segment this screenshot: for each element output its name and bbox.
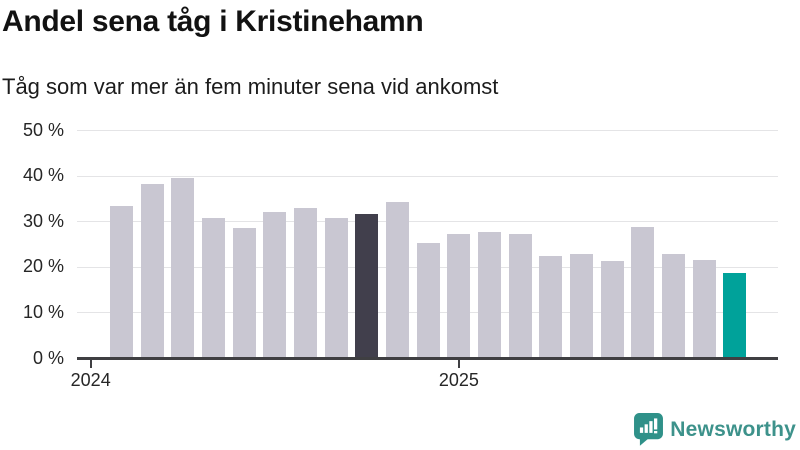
y-axis-label: 50 % (22, 119, 64, 140)
bar (201, 217, 225, 359)
bar (662, 253, 686, 359)
bar (508, 234, 532, 359)
y-axis-label: 20 % (22, 256, 64, 277)
bar (631, 226, 655, 359)
gridline (77, 221, 778, 223)
bar (109, 206, 133, 359)
bar (692, 260, 716, 359)
gridline (77, 130, 778, 131)
bar (140, 183, 164, 359)
newsworthy-logo-icon (634, 413, 664, 446)
bar (723, 272, 747, 359)
bar (478, 232, 502, 359)
chart-title: Andel sena tåg i Kristinehamn (2, 5, 424, 38)
bar (171, 177, 195, 359)
bar (386, 201, 409, 359)
bar (293, 207, 317, 359)
gridline (77, 175, 778, 177)
bar (232, 228, 256, 359)
y-axis-label: 30 % (22, 210, 64, 231)
bar (324, 218, 348, 359)
x-axis-label: 2024 (70, 369, 111, 390)
y-axis-label: 10 % (22, 301, 64, 322)
bar (539, 255, 563, 359)
newsworthy-logo: Newsworthy (634, 413, 796, 446)
y-axis-label: 40 % (22, 165, 64, 186)
chart-subtitle: Tåg som var mer än fem minuter sena vid … (2, 74, 499, 99)
y-axis-label: 0 % (32, 347, 64, 368)
x-axis-tick (457, 359, 460, 368)
x-axis-line (77, 356, 778, 360)
bar (355, 213, 379, 359)
bar (416, 242, 440, 359)
bar (263, 212, 287, 359)
x-axis-label: 2025 (438, 369, 479, 390)
bar (600, 261, 624, 359)
newsworthy-logo-text: Newsworthy (670, 417, 796, 441)
bar (447, 233, 471, 359)
bar (570, 253, 594, 359)
x-axis-tick (89, 359, 92, 368)
